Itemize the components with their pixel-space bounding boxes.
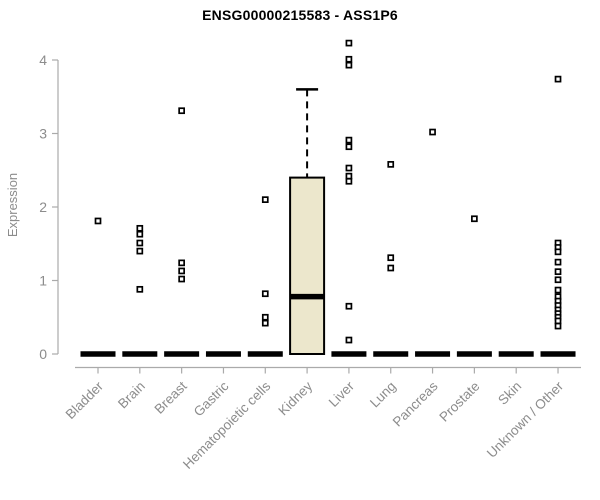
outlier-point — [345, 39, 353, 47]
y-tick-label: 2 — [39, 199, 47, 215]
outlier-point — [554, 268, 562, 276]
outlier-point — [554, 258, 562, 266]
outlier-point — [554, 322, 562, 330]
outlier-point — [136, 247, 144, 255]
outlier-point — [178, 275, 185, 283]
outlier-point — [345, 55, 353, 63]
outlier-point — [387, 254, 395, 262]
outlier-point — [345, 143, 353, 151]
outlier-point — [178, 259, 185, 267]
x-tick-label: Pancreas — [390, 378, 441, 429]
outlier-point — [429, 128, 436, 136]
x-tick-label: Brain — [115, 379, 148, 412]
outlier-point — [136, 224, 144, 232]
outlier-point — [554, 317, 562, 325]
outlier-point — [345, 136, 353, 144]
outlier-point — [94, 217, 102, 225]
box — [289, 176, 326, 355]
outlier-point — [261, 313, 269, 321]
outlier-point — [345, 61, 353, 69]
y-tick-label: 1 — [39, 273, 47, 289]
outlier-point — [178, 107, 185, 115]
outlier-point — [136, 230, 144, 238]
outlier-point — [387, 161, 395, 168]
outlier-point — [345, 336, 353, 344]
outlier-point — [554, 248, 562, 256]
outlier-point — [345, 172, 353, 180]
y-axis-title: Expression — [5, 172, 20, 238]
y-tick-label: 3 — [39, 126, 47, 142]
y-tick-label: 4 — [39, 52, 47, 68]
y-tick-label: 0 — [39, 346, 47, 362]
x-tick-label: Bladder — [63, 378, 107, 422]
outlier-point — [178, 267, 185, 275]
chart-title: ENSG00000215583 - ASS1P6 — [202, 7, 398, 23]
outlier-point — [471, 215, 478, 223]
x-tick-label: Gastric — [191, 378, 232, 419]
x-tick-label: Prostate — [436, 379, 482, 425]
x-tick-label: Lung — [367, 379, 399, 411]
outlier-point — [136, 239, 144, 247]
outlier-point — [554, 286, 562, 294]
x-tick-label: Unknown / Other — [484, 378, 567, 461]
outlier-point — [345, 177, 353, 185]
x-tick-label: Liver — [326, 378, 358, 410]
outlier-point — [261, 290, 269, 298]
outlier-point — [136, 285, 144, 293]
outlier-point — [387, 264, 395, 272]
outlier-point — [554, 75, 562, 83]
outlier-point — [261, 196, 269, 203]
outlier-point — [554, 276, 562, 284]
x-tick-label: Breast — [152, 378, 190, 416]
x-tick-label: Skin — [495, 379, 524, 408]
outlier-point — [261, 319, 269, 327]
outlier-point — [345, 302, 353, 310]
outlier-point — [345, 164, 353, 172]
x-tick-label: Kidney — [275, 378, 315, 418]
